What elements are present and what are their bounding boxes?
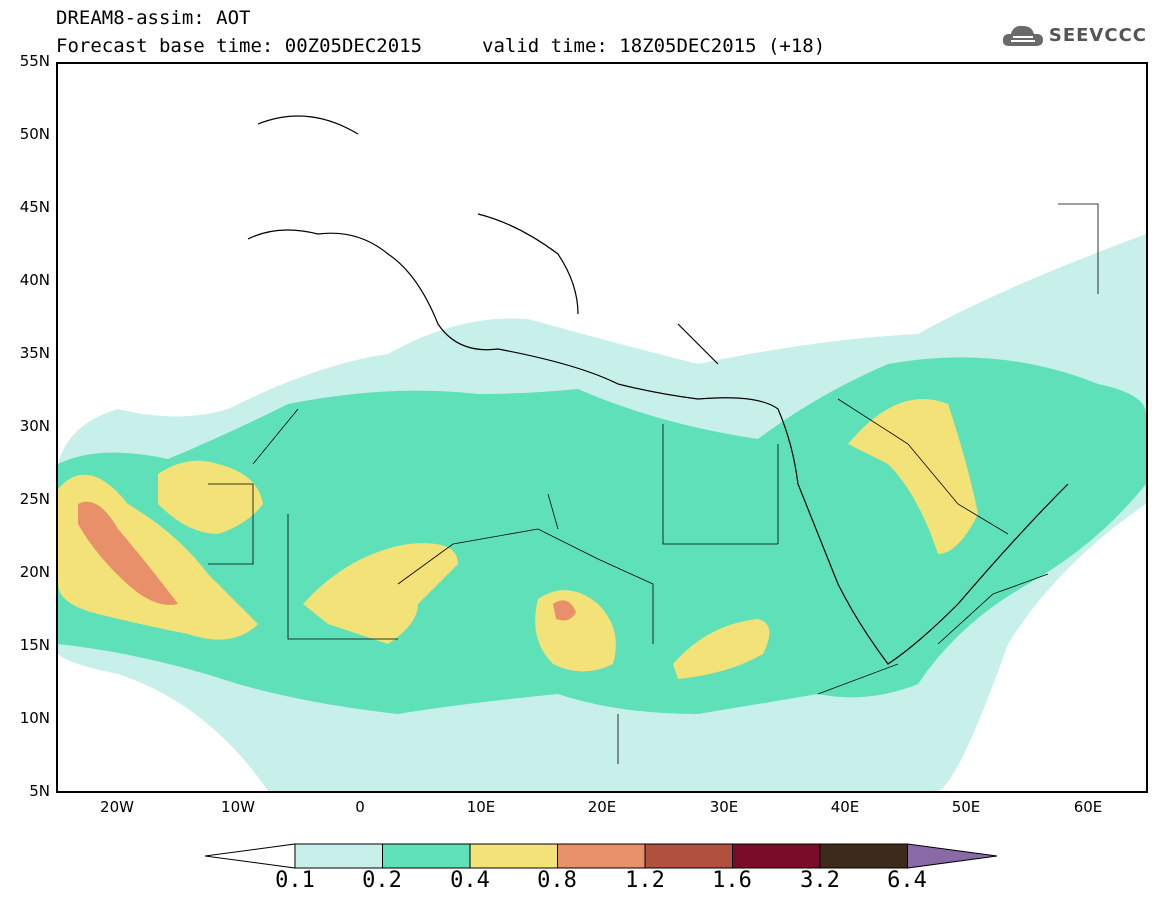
lat-label: 55N bbox=[19, 52, 50, 70]
colorbar-swatch bbox=[382, 843, 471, 869]
country-borders bbox=[208, 203, 1099, 764]
aot-region-0-8-chad bbox=[553, 600, 576, 621]
colorbar bbox=[205, 843, 998, 869]
lat-label: 40N bbox=[19, 271, 50, 289]
lat-label: 50N bbox=[19, 125, 50, 143]
colorbar-high-arrow bbox=[907, 843, 998, 869]
lon-label: 50E bbox=[951, 798, 981, 816]
lat-label: 20N bbox=[19, 563, 50, 581]
colorbar-swatch bbox=[294, 843, 383, 869]
lon-label: 0 bbox=[355, 798, 365, 816]
coastlines bbox=[247, 115, 1069, 665]
cloud-icon bbox=[1002, 25, 1043, 46]
colorbar-swatch bbox=[819, 843, 908, 869]
lat-label: 30N bbox=[19, 417, 50, 435]
colorbar-label: 1.6 bbox=[712, 868, 752, 893]
colorbar-label: 0.4 bbox=[450, 868, 490, 893]
lon-label: 40E bbox=[830, 798, 860, 816]
colorbar-swatch bbox=[557, 843, 646, 869]
lat-label: 25N bbox=[19, 490, 50, 508]
colorbar-label: 0.2 bbox=[362, 868, 402, 893]
lon-label: 20W bbox=[100, 798, 134, 816]
lon-label: 10E bbox=[466, 798, 496, 816]
lat-label: 15N bbox=[19, 636, 50, 654]
aot-region-0-8-west bbox=[78, 501, 178, 605]
aot-region-0-4-sudan bbox=[673, 619, 770, 679]
lon-label: 60E bbox=[1073, 798, 1103, 816]
lon-label: 10W bbox=[221, 798, 255, 816]
colorbar-label: 0.1 bbox=[275, 868, 315, 893]
lon-label: 30E bbox=[709, 798, 739, 816]
forecast-base-time: Forecast base time: 00Z05DEC2015 bbox=[56, 35, 423, 57]
lat-label: 35N bbox=[19, 344, 50, 362]
aot-region-0-4-arabia bbox=[848, 399, 978, 554]
colorbar-label: 0.8 bbox=[537, 868, 577, 893]
lat-label: 5N bbox=[29, 782, 50, 800]
colorbar-low-arrow bbox=[205, 843, 296, 869]
aot-region-0-4-mauritania bbox=[158, 460, 263, 534]
colorbar-label: 1.2 bbox=[625, 868, 665, 893]
colorbar-swatch bbox=[732, 843, 821, 869]
lat-label: 45N bbox=[19, 198, 50, 216]
colorbar-swatch bbox=[644, 843, 733, 869]
colorbar-label: 3.2 bbox=[800, 868, 840, 893]
lat-label: 10N bbox=[19, 709, 50, 727]
valid-time: valid time: 18Z05DEC2015 (+18) bbox=[482, 35, 826, 57]
seevccc-logo: SEEVCCC bbox=[1001, 22, 1147, 48]
colorbar-label: 6.4 bbox=[887, 868, 927, 893]
lon-label: 20E bbox=[587, 798, 617, 816]
logo-text: SEEVCCC bbox=[1048, 24, 1147, 46]
map-frame bbox=[56, 62, 1148, 793]
aot-map bbox=[58, 115, 1146, 791]
map-title: DREAM8-assim: AOT bbox=[56, 7, 251, 29]
colorbar-swatch bbox=[469, 843, 558, 869]
